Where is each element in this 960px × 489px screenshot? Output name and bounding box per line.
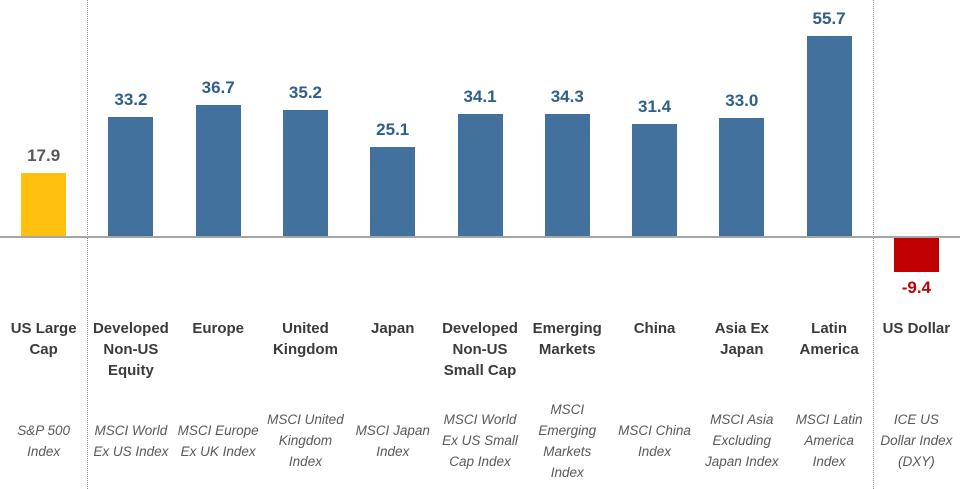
bar-latin-america	[806, 36, 852, 237]
index-name-wrap-latin-america: MSCI Latin America Index	[787, 392, 870, 489]
index-name-wrap-developed-non-us-small-cap: MSCI World Ex US Small Cap Index	[438, 392, 521, 489]
index-name-wrap-developed-non-us-equity: MSCI World Ex US Index	[89, 392, 172, 489]
index-name-wrap-emerging-markets: MSCI Emerging Markets Index	[526, 392, 609, 489]
index-name-label-latin-america: MSCI Latin America Index	[795, 412, 863, 469]
value-label-europe: 36.7	[201, 77, 235, 97]
bar-asia-ex-japan	[719, 118, 765, 237]
category-label-emerging-markets: Emerging Markets	[532, 320, 602, 358]
index-name-wrap-us-large-cap: S&P 500 Index	[2, 392, 85, 489]
index-name-wrap-china: MSCI China Index	[613, 392, 696, 489]
group-separator-line	[87, 0, 89, 489]
index-name-wrap-united-kingdom: MSCI United Kingdom Index	[264, 392, 347, 489]
bar-us-large-cap	[21, 172, 67, 237]
index-name-wrap-europe: MSCI Europe Ex UK Index	[177, 392, 260, 489]
bar-europe	[195, 104, 241, 237]
category-label-developed-non-us-equity: Developed Non-US Equity	[92, 320, 169, 379]
category-label-united-kingdom: United Kingdom	[272, 320, 338, 358]
value-label-asia-ex-japan: 33.0	[725, 91, 759, 111]
value-label-developed-non-us-small-cap: 34.1	[463, 87, 497, 107]
bar-united-kingdom	[282, 110, 328, 237]
index-name-wrap-asia-ex-japan: MSCI Asia Excluding Japan Index	[700, 392, 783, 489]
x-axis-line	[0, 236, 960, 238]
index-name-label-us-dollar: ICE US Dollar Index (DXY)	[880, 412, 953, 469]
category-label-latin-america: Latin America	[799, 320, 859, 358]
bar-china	[632, 123, 678, 237]
value-label-japan: 25.1	[376, 119, 410, 139]
index-name-label-asia-ex-japan: MSCI Asia Excluding Japan Index	[705, 412, 779, 469]
index-name-label-us-large-cap: S&P 500 Index	[17, 422, 71, 459]
category-label-developed-non-us-small-cap: Developed Non-US Small Cap	[442, 320, 518, 379]
bar-developed-non-us-equity	[108, 117, 154, 237]
index-name-wrap-japan: MSCI Japan Index	[351, 392, 434, 489]
index-name-wrap-us-dollar: ICE US Dollar Index (DXY)	[875, 392, 958, 489]
bar-developed-non-us-small-cap	[457, 114, 503, 237]
bar-emerging-markets	[544, 113, 590, 237]
index-name-label-developed-non-us-small-cap: MSCI World Ex US Small Cap Index	[442, 412, 518, 469]
index-name-label-europe: MSCI Europe Ex UK Index	[177, 422, 259, 459]
category-label-japan: Japan	[371, 320, 415, 337]
category-label-europe: Europe	[192, 320, 244, 337]
bar-us-dollar	[893, 238, 939, 272]
category-label-us-large-cap: US Large Cap	[10, 320, 77, 358]
index-name-label-emerging-markets: MSCI Emerging Markets Index	[538, 401, 597, 480]
category-label-china: China	[633, 320, 676, 337]
value-label-developed-non-us-equity: 33.2	[114, 90, 148, 110]
index-name-label-developed-non-us-equity: MSCI World Ex US Index	[93, 422, 169, 459]
value-label-latin-america: 55.7	[812, 9, 846, 29]
value-label-us-large-cap: 17.9	[27, 145, 61, 165]
value-label-emerging-markets: 34.3	[550, 86, 584, 106]
index-name-label-japan: MSCI Japan Index	[355, 422, 430, 459]
value-label-united-kingdom: 35.2	[288, 83, 322, 103]
category-label-asia-ex-japan: Asia Ex Japan	[714, 320, 769, 358]
index-name-label-united-kingdom: MSCI United Kingdom Index	[267, 412, 344, 469]
index-name-label-china: MSCI China Index	[618, 422, 691, 459]
group-separator-line	[872, 0, 874, 489]
category-label-us-dollar: US Dollar	[882, 320, 951, 337]
value-label-us-dollar: -9.4	[901, 277, 931, 297]
value-label-china: 31.4	[637, 96, 672, 116]
bar-japan	[370, 146, 416, 237]
